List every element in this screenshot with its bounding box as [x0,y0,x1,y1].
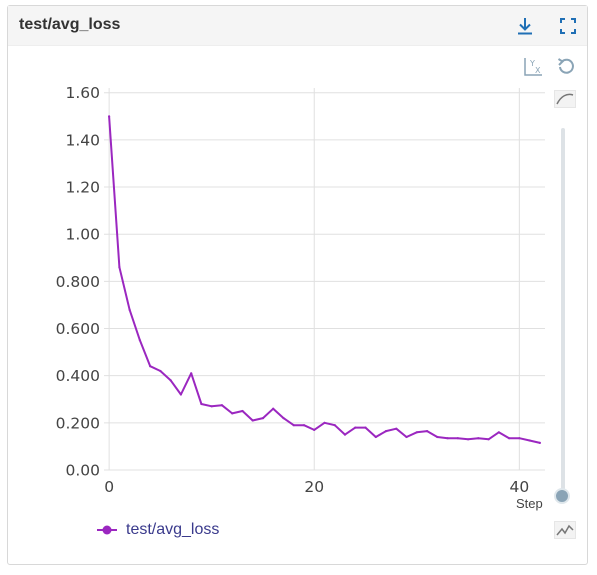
data-point [538,441,542,444]
data-point [231,412,234,415]
legend: test/avg_loss [96,520,219,540]
y-tick-label: 0.800 [56,273,100,291]
data-point [528,439,531,442]
y-tick-label: 1.40 [65,131,100,149]
data-point [395,427,398,430]
data-point [138,339,141,342]
data-point [261,417,265,420]
fullscreen-icon[interactable] [558,16,578,36]
data-point [384,430,388,433]
data-point [426,430,429,433]
data-point [190,372,193,375]
data-point [169,379,172,382]
data-point [467,438,470,441]
data-point [333,424,336,427]
data-point [128,308,131,311]
data-point [313,428,316,431]
data-point [436,435,439,439]
data-point [415,431,418,434]
data-point [292,424,295,427]
slider-handle[interactable] [554,488,570,504]
data-point [302,424,306,427]
data-point [456,437,459,440]
data-point [508,437,511,440]
data-point [446,437,449,440]
x-tick-label: 40 [509,478,529,496]
legend-swatch [97,525,117,535]
slider-track[interactable] [561,128,565,496]
raw-line-icon[interactable] [554,521,576,541]
data-point [374,435,377,439]
data-point [200,402,203,406]
data-point [108,115,111,118]
data-point [497,431,500,434]
data-point [272,407,275,410]
data-point [210,405,213,408]
data-point [241,409,244,413]
data-point [487,438,490,441]
download-icon[interactable] [515,16,535,36]
y-tick-label: 0.400 [56,367,100,385]
y-tick-label: 1.00 [65,226,100,244]
x-tick-label: 0 [104,478,114,496]
reset-icon[interactable] [556,56,576,76]
data-point [343,433,347,436]
card-header: test/avg_loss [8,6,587,46]
legend-label: test/avg_loss [126,521,220,538]
series-line [108,116,541,444]
slider-step-label: Step [516,496,543,511]
data-point [518,437,521,440]
y-tick-label: 1.20 [65,179,100,197]
y-tick-label: 0.00 [65,462,100,480]
x-tick-label: 20 [304,478,324,496]
data-point [477,437,480,440]
chart-card: test/avg_loss Y X [7,5,588,565]
svg-text:X: X [535,66,541,75]
y-tick-label: 0.200 [56,414,100,432]
data-point [149,365,152,368]
data-point [220,404,223,407]
data-point [364,426,367,429]
y-tick-label: 0.600 [56,320,100,338]
data-point [118,266,121,269]
axis-swap-icon[interactable]: Y X [522,56,542,76]
y-tick-label: 1.60 [65,84,100,102]
card-title: test/avg_loss [19,16,121,33]
data-point [405,435,408,439]
data-point [354,426,357,429]
smoothing-curve-icon[interactable] [554,90,576,110]
data-point [179,393,182,396]
data-point [251,419,254,422]
data-point [282,417,285,420]
smoothing-slider[interactable] [554,128,570,504]
data-point [159,369,162,373]
data-point [323,421,326,424]
svg-text:Y: Y [529,59,535,68]
